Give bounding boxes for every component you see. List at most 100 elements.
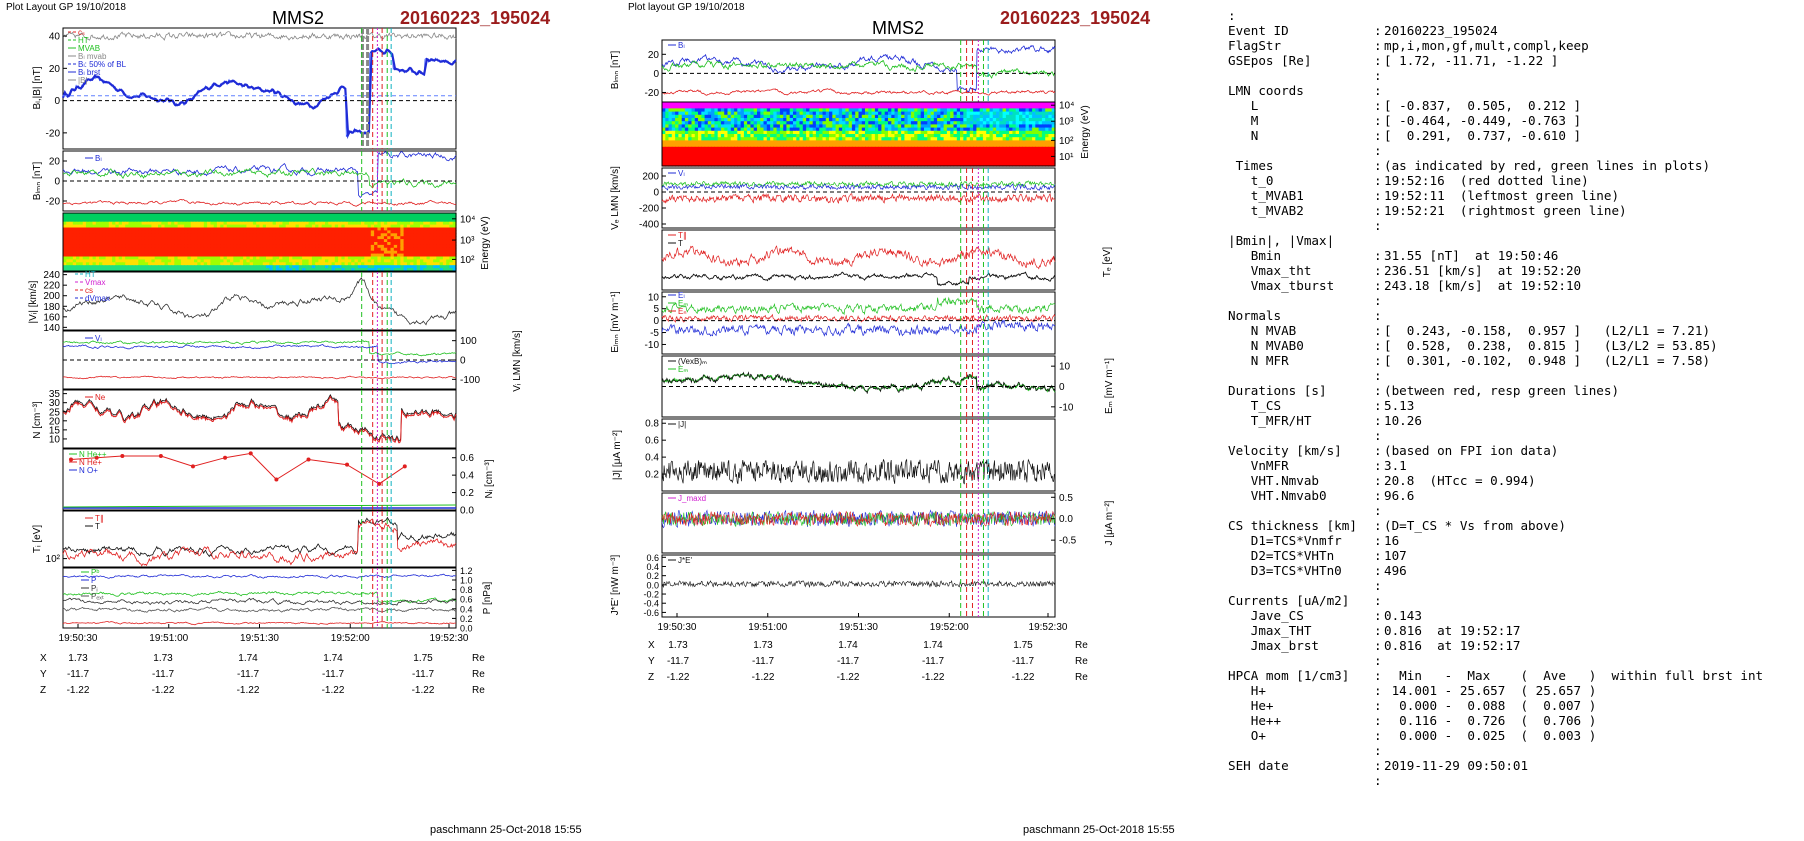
spectrogram-cell xyxy=(144,262,149,266)
spectrogram-cell xyxy=(351,250,356,255)
spectrogram-cell xyxy=(675,127,679,132)
spectrogram-cell xyxy=(285,247,290,252)
spectrogram-cell xyxy=(226,233,231,237)
spectrogram-cell xyxy=(701,108,706,113)
spectrogram-cell xyxy=(986,159,991,164)
spectrogram-cell xyxy=(894,143,899,148)
spectrogram-cell xyxy=(161,227,166,231)
spectrogram-cell xyxy=(89,218,94,223)
spectrogram-cell xyxy=(121,221,126,226)
spectrogram-cell xyxy=(770,153,774,157)
spectrogram-cell xyxy=(420,224,424,229)
spectrogram-cell xyxy=(230,227,234,231)
spectrogram-cell xyxy=(364,259,369,263)
spectrogram-cell xyxy=(442,230,447,234)
spectrogram-cell xyxy=(730,111,735,116)
spectrogram-cell xyxy=(387,239,392,243)
spectrogram-cell xyxy=(148,265,152,269)
spectrogram-cell xyxy=(167,262,172,266)
spectrogram-cell xyxy=(289,227,293,231)
spectrogram-cell xyxy=(230,242,234,246)
spectrogram-cell xyxy=(370,253,375,258)
spectrogram-cell xyxy=(681,146,686,151)
spectrogram-cell xyxy=(334,262,339,266)
spectrogram-cell xyxy=(789,105,794,109)
spectrogram-cell xyxy=(328,230,333,234)
spectrogram-cell xyxy=(174,242,179,246)
spectrogram-cell xyxy=(904,134,909,138)
spectrogram-cell xyxy=(135,221,139,226)
spectrogram-cell xyxy=(1035,121,1040,125)
spectrogram-cell xyxy=(966,143,971,148)
legend-label: Pᵢ xyxy=(91,584,98,593)
spectrogram-cell xyxy=(220,221,225,226)
spectrogram-cell xyxy=(115,218,120,223)
spectrogram-cell xyxy=(901,124,905,129)
spectrogram-cell xyxy=(85,256,90,260)
spectrogram-cell xyxy=(406,230,411,234)
spectrogram-cell xyxy=(99,253,103,258)
spectrogram-cell xyxy=(799,156,804,161)
spectrogram-cell xyxy=(851,118,856,122)
spectrogram-cell xyxy=(946,118,951,122)
spectrogram-cell xyxy=(796,143,801,148)
data-point-he-plus xyxy=(345,462,350,467)
spectrogram-cell xyxy=(714,137,719,141)
spectrogram-cell xyxy=(982,150,987,154)
spectrogram-cell xyxy=(678,108,683,113)
spectrogram-cell xyxy=(439,221,444,226)
spectrogram-cell xyxy=(743,105,748,109)
spectrogram-cell xyxy=(449,253,454,258)
spectrogram-cell xyxy=(279,230,283,234)
spectrogram-cell xyxy=(793,111,797,116)
spectrogram-cell xyxy=(85,218,90,223)
spectrogram-cell xyxy=(678,114,683,119)
spectrogram-cell xyxy=(377,265,382,269)
y-tick-label: 35 xyxy=(49,389,61,400)
spectrogram-cell xyxy=(331,230,336,234)
spectrogram-cell xyxy=(757,159,761,164)
spectrogram-cell xyxy=(956,127,961,132)
spectrogram-cell xyxy=(99,239,103,243)
spectrogram-cell xyxy=(779,150,784,154)
y-tick-label: 0.2 xyxy=(460,614,473,624)
spectrogram-cell xyxy=(374,215,378,220)
spectrogram-cell xyxy=(848,121,853,125)
spectrogram-cell xyxy=(452,242,457,246)
spectrogram-cell xyxy=(400,250,405,255)
spectrogram-cell xyxy=(190,218,195,223)
legend-label: HT xyxy=(85,270,96,279)
spectrogram-cell xyxy=(720,102,725,106)
spectrogram-cell xyxy=(236,227,241,231)
spectrogram-cell xyxy=(730,130,735,135)
spectrogram-cell xyxy=(845,111,850,116)
spectrogram-cell xyxy=(426,250,431,255)
spectrogram-cell xyxy=(174,250,179,255)
spectrogram-cell xyxy=(105,265,110,269)
spectrogram-cell xyxy=(89,265,94,269)
spectrogram-cell xyxy=(197,259,202,263)
legend-label: N He+ xyxy=(79,458,102,467)
spectrogram-cell xyxy=(423,265,428,269)
spectrogram-cell xyxy=(973,146,977,151)
spectrogram-cell xyxy=(167,236,172,240)
spectrogram-cell xyxy=(881,134,886,138)
spectrogram-cell xyxy=(884,108,889,113)
spectrogram-cell xyxy=(203,215,208,220)
spectrogram-cell xyxy=(289,259,293,263)
spectrogram-cell xyxy=(184,239,189,243)
spectrogram-cell xyxy=(865,127,869,132)
spectrogram-cell xyxy=(976,156,981,161)
spectrogram-cell xyxy=(1048,156,1053,161)
spectrogram-cell xyxy=(766,121,771,125)
spectrogram-cell xyxy=(678,143,683,148)
spectrogram-cell xyxy=(688,127,693,132)
spectrogram-cell xyxy=(825,130,830,135)
spectrogram-cell xyxy=(701,127,706,132)
spectrogram-cell xyxy=(835,105,840,109)
spectrogram-cell xyxy=(1045,111,1050,116)
spectrogram-cell xyxy=(681,127,686,132)
spectrogram-cell xyxy=(433,244,437,249)
spectrogram-cell xyxy=(734,114,738,119)
